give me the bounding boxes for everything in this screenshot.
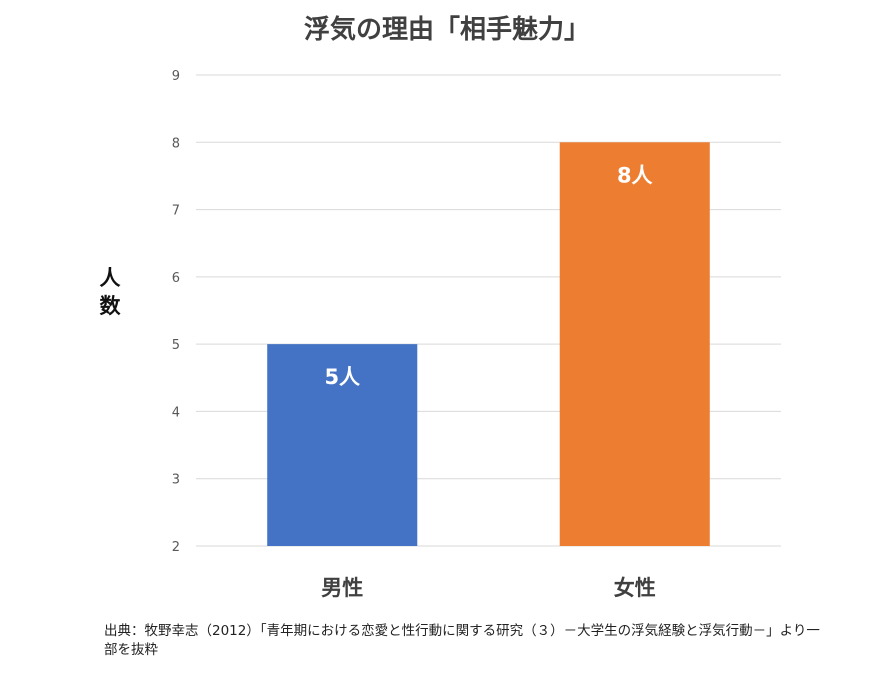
y-axis-label-char-1: 人 <box>100 266 121 290</box>
y-tick-label: 7 <box>172 204 180 219</box>
bar-1 <box>267 344 418 546</box>
chart-title: 浮気の理由「相手魅力」 <box>304 14 590 45</box>
x-tick-labels: 男性 女性 <box>321 576 656 600</box>
bars <box>267 142 710 547</box>
data-label-1: 5人 <box>324 365 360 389</box>
y-tick-label: 4 <box>172 405 180 420</box>
bar-chart: 浮気の理由「相手魅力」 人 数 2 3 4 5 6 7 8 9 5人 8人 男性 女性 <box>100 14 781 600</box>
data-labels: 5人 8人 <box>324 163 652 389</box>
y-tick-labels: 2 3 4 5 6 7 8 9 <box>172 69 180 555</box>
y-tick-label: 5 <box>172 338 180 353</box>
category-label-1: 男性 <box>321 576 363 600</box>
y-tick-label: 6 <box>172 271 180 286</box>
y-tick-label: 3 <box>172 473 180 488</box>
data-label-2: 8人 <box>617 163 653 187</box>
y-axis-label-char-2: 数 <box>100 294 122 318</box>
y-tick-label: 8 <box>172 136 180 151</box>
source-note: 出典：牧野幸志（2012）「青年期における恋愛と性行動に関する研究（３）－大学生… <box>104 623 820 658</box>
category-label-2: 女性 <box>614 576 656 600</box>
y-tick-label: 2 <box>172 540 180 555</box>
bar-2 <box>559 142 710 547</box>
y-tick-label: 9 <box>172 69 180 84</box>
